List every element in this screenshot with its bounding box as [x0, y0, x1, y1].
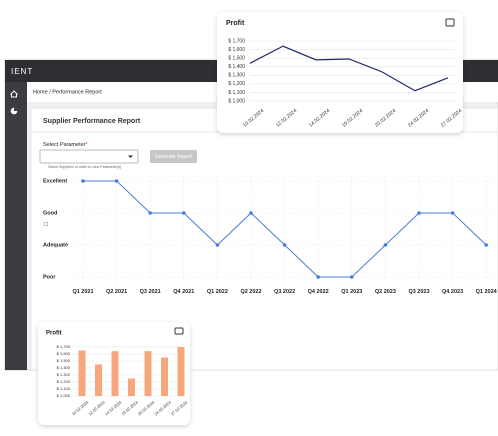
x-tick-label: Q1 2022 [206, 289, 228, 295]
y-tick-label: $ 1,100 [57, 386, 71, 391]
y-tick-label: $ 1,200 [57, 379, 71, 384]
generate-button-label: Generate Report [155, 154, 193, 160]
y-tick-label: $ 1,400 [57, 365, 71, 370]
bar [128, 378, 135, 396]
bar [177, 347, 185, 396]
x-tick-label: Q2 2021 [106, 289, 128, 295]
home-icon[interactable] [10, 90, 18, 98]
data-point [316, 275, 321, 279]
data-point [182, 211, 186, 215]
y-tick-label: $ 1,000 [57, 393, 71, 398]
expand-icon[interactable] [174, 327, 184, 335]
profit-line-card [217, 12, 463, 133]
data-point [249, 211, 253, 215]
bar [95, 364, 102, 396]
y-tick-label: $ 1,300 [57, 372, 71, 377]
y-tick-label: Adequate [43, 242, 68, 248]
sidebar [5, 82, 27, 370]
bar [111, 351, 119, 396]
select-label: Select Parameter* [43, 142, 89, 148]
bar [161, 357, 168, 396]
y-tick-label: $ 1,000 [228, 98, 245, 104]
y-tick-label: Poor [43, 274, 56, 280]
x-tick-label: Q3 2023 [408, 289, 430, 295]
parameter-dropdown[interactable] [39, 149, 139, 164]
x-tick-label: Q1 2024 [475, 289, 497, 295]
y-tick-label: $ 1,300 [228, 73, 245, 79]
y-tick-label: $ 1,500 [228, 55, 245, 61]
y-tick-label: $ 1,600 [228, 47, 245, 53]
dropdown-caret [128, 155, 133, 158]
y-tick-label: $ 1,600 [57, 351, 71, 356]
x-tick-label: Q3 2021 [139, 289, 161, 295]
x-tick-label: Q1 2021 [72, 289, 94, 295]
x-tick-label: Q2 2022 [240, 289, 262, 295]
data-point [114, 179, 119, 183]
expand-icon[interactable] [445, 18, 455, 27]
data-point [215, 243, 220, 247]
x-tick-label: Q4 2022 [307, 289, 329, 295]
y-tick-label: $ 1,400 [228, 64, 245, 70]
x-tick-label: Q1 2023 [341, 289, 363, 295]
y-tick-label: $ 1,700 [57, 344, 71, 349]
info-icon[interactable] [43, 221, 49, 227]
report-title: Supplier Performance Report [43, 118, 141, 125]
data-point [148, 211, 152, 215]
y-tick-label: $ 1,100 [228, 90, 245, 96]
data-point [450, 211, 455, 215]
data-point [484, 243, 489, 247]
bar [78, 350, 86, 396]
y-tick-label: Good [43, 210, 57, 216]
x-tick-label: Q3 2022 [274, 289, 296, 295]
generate-button[interactable] [150, 150, 197, 163]
data-point [81, 179, 85, 183]
card-title: Profit [226, 20, 245, 27]
bar [144, 351, 152, 396]
data-point [350, 275, 354, 279]
card-title: Profit [46, 331, 62, 337]
breadcrumb: Home / Performance Report [33, 89, 102, 95]
y-tick-label: $ 1,500 [57, 358, 71, 363]
report-icon-slice [14, 107, 18, 111]
helper-text: Select Suppliers in order to view Parame… [48, 165, 121, 169]
data-line [249, 45, 449, 92]
brand: IENT [11, 67, 33, 76]
data-point [417, 211, 421, 215]
x-tick-label: Q4 2023 [442, 289, 464, 295]
x-tick-label: Q4 2021 [173, 289, 195, 295]
y-tick-label: $ 1,200 [228, 81, 245, 87]
y-tick-label: Excellent [43, 178, 67, 184]
data-point [282, 243, 287, 247]
x-tick-label: Q2 2023 [374, 289, 396, 295]
y-tick-label: $ 1,700 [228, 38, 245, 44]
data-point [383, 243, 388, 247]
